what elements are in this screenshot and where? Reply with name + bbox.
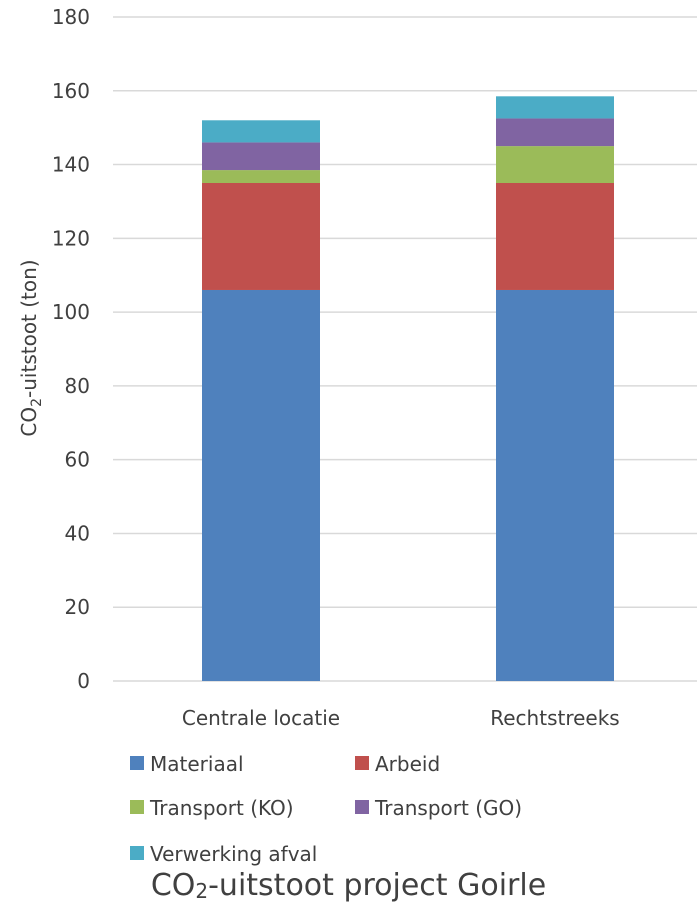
- legend-item: Materiaal: [130, 752, 244, 776]
- bar-segment-transport-go: [496, 118, 614, 147]
- legend-label: Transport (GO): [375, 796, 523, 820]
- x-axis-categories: Centrale locatie Rechtstreeks: [182, 706, 620, 730]
- bars: [202, 96, 614, 681]
- y-axis-label: CO2-uitstoot (ton): [17, 259, 45, 436]
- legend-swatch: [130, 800, 144, 814]
- y-tick-label: 20: [65, 595, 90, 619]
- bar-segment-transport-ko: [496, 146, 614, 183]
- y-tick-label: 100: [52, 300, 90, 324]
- y-tick-label: 40: [65, 521, 90, 545]
- bar-segment-arbeid: [496, 183, 614, 290]
- legend-swatch: [355, 800, 369, 814]
- legend-swatch: [355, 756, 369, 770]
- bar-segment-materiaal: [202, 289, 320, 681]
- legend-item: Verwerking afval: [130, 842, 317, 866]
- legend-label: Materiaal: [150, 752, 244, 776]
- y-tick-label: 140: [52, 153, 90, 177]
- legend-swatch: [130, 846, 144, 860]
- bar-segment-transport-ko: [202, 170, 320, 183]
- bar-segment-transport-go: [202, 142, 320, 171]
- x-category-label: Centrale locatie: [182, 706, 340, 730]
- chart-title: CO2-uitstoot project Goirle: [150, 868, 547, 903]
- legend-swatch: [130, 756, 144, 770]
- y-tick-label: 180: [52, 5, 90, 29]
- legend-item: Arbeid: [355, 752, 440, 776]
- stacked-bar-chart: 0 20 40 60 80 100 120 140 160 180 Centrale locati…: [17, 5, 697, 730]
- legend-label: Verwerking afval: [150, 842, 318, 866]
- y-tick-label: 80: [65, 374, 90, 398]
- y-tick-label: 160: [52, 79, 90, 103]
- y-tick-label: 60: [65, 448, 90, 472]
- legend-item: Transport (KO): [130, 796, 294, 820]
- y-tick-label: 0: [77, 669, 90, 693]
- legend-label: Arbeid: [375, 752, 441, 776]
- bar-segment-arbeid: [202, 183, 320, 290]
- bar-segment-verwerking-afval: [202, 120, 320, 143]
- legend-label: Transport (KO): [150, 796, 294, 820]
- bar-segment-verwerking-afval: [496, 96, 614, 119]
- x-category-label: Rechtstreeks: [490, 706, 619, 730]
- bar-segment-materiaal: [496, 289, 614, 681]
- legend-item: Transport (GO): [355, 796, 522, 820]
- y-tick-label: 120: [52, 226, 90, 250]
- y-axis-ticks: 0 20 40 60 80 100 120 140 160 180: [52, 5, 90, 693]
